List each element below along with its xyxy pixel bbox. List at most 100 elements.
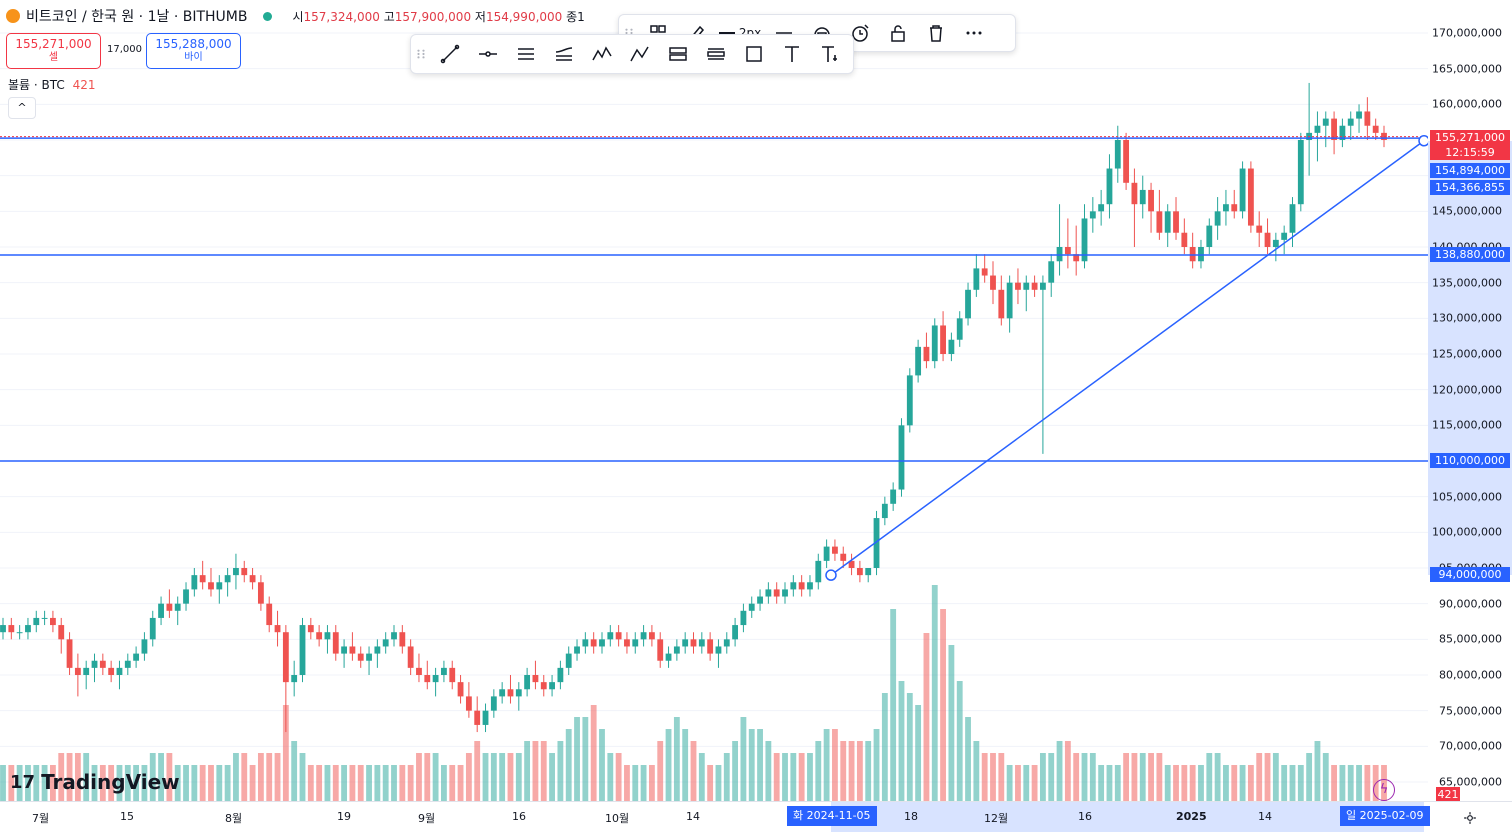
long-position-icon[interactable] <box>659 37 697 71</box>
trend-line-drawing[interactable] <box>830 140 1425 576</box>
candle-body <box>524 675 531 690</box>
rectangle-icon[interactable] <box>735 37 773 71</box>
trend-line-anchor[interactable] <box>825 569 837 581</box>
volume-bar <box>1239 765 1246 801</box>
candle-body <box>1189 247 1196 262</box>
xabcd-pattern-icon[interactable] <box>583 37 621 71</box>
parallel-channel-icon[interactable] <box>507 37 545 71</box>
time-tick: 14 <box>686 810 700 823</box>
volume-bar <box>8 765 15 801</box>
candle-body <box>540 682 547 690</box>
time-tick: 19 <box>337 810 351 823</box>
volume-bar <box>1331 765 1337 801</box>
fib-retracement-icon[interactable] <box>545 37 583 71</box>
price-label-line4: 110,000,000 <box>1430 453 1510 468</box>
volume-bar <box>41 765 48 801</box>
chart-pane[interactable] <box>0 0 1428 801</box>
time-tick: 14 <box>1258 810 1272 823</box>
trend-line-anchor[interactable] <box>1418 135 1428 147</box>
candle-body <box>166 603 173 611</box>
candle-body <box>1073 254 1080 262</box>
candle-body <box>1339 125 1346 140</box>
volume-bar <box>1181 765 1188 801</box>
trash-icon[interactable] <box>917 16 955 50</box>
volume-bar <box>1081 753 1088 801</box>
short-position-icon[interactable] <box>697 37 735 71</box>
candle-body <box>158 603 164 618</box>
lightning-icon[interactable]: ϟ <box>1373 779 1395 801</box>
alert-add-icon[interactable] <box>841 16 879 50</box>
time-range-highlight <box>831 802 1424 832</box>
volume-bar <box>199 765 206 801</box>
volume-bar <box>740 717 747 801</box>
volume-bar <box>1281 765 1288 801</box>
line-style-icon[interactable] <box>765 16 803 50</box>
volume-bar <box>282 705 289 801</box>
collapse-legend-button[interactable]: ^ <box>8 97 36 119</box>
volume-bar <box>890 609 897 801</box>
candle-body <box>790 582 797 590</box>
settings-gear-icon[interactable] <box>1463 811 1477 825</box>
volume-bar <box>332 765 339 801</box>
volume-bar <box>1056 741 1063 801</box>
volume-bar <box>407 765 414 801</box>
drag-handle-icon[interactable] <box>411 37 431 71</box>
volume-bar <box>324 765 331 801</box>
candle-body <box>515 689 522 697</box>
volume-bar <box>291 741 298 801</box>
volume-bar <box>1264 753 1271 801</box>
candle-body <box>981 268 988 276</box>
time-label-highlight_end: 일 2025-02-09 <box>1340 806 1430 826</box>
volume-bar <box>823 729 830 801</box>
candle-body <box>108 667 115 675</box>
candle-body <box>723 639 730 647</box>
candle-body <box>490 696 497 711</box>
drawings <box>0 135 1428 581</box>
tradingview-logo[interactable]: 𝟭𝟳 TradingView <box>10 770 180 794</box>
candle-body <box>582 639 589 647</box>
price-chart[interactable] <box>0 0 1428 801</box>
symbol-title[interactable]: 비트코인 / 한국 원 · 1날 · BITHUMB <box>26 9 248 25</box>
time-tick: 16 <box>512 810 526 823</box>
candle-body <box>848 560 855 568</box>
abcd-pattern-icon[interactable] <box>621 37 659 71</box>
time-tick: 12월 <box>984 812 1009 825</box>
volume-bar <box>965 717 971 801</box>
candle-body <box>665 653 672 661</box>
candle-body <box>1281 232 1288 240</box>
price-axis[interactable]: 170,000,000 165,000,000 160,000,000 145,000… <box>1428 0 1512 802</box>
volume-bar <box>1164 765 1171 801</box>
more-icon[interactable] <box>955 16 993 50</box>
volume-bar <box>25 765 31 801</box>
volume-bar <box>191 765 198 801</box>
time-axis[interactable]: 7월 15 8월 19 9월 16 10월 14 18 12월 16 2025 14 화 2024-11-… <box>0 801 1512 833</box>
candle-body <box>1198 247 1204 262</box>
buy-button[interactable]: 155,288,000 바이 <box>146 33 241 69</box>
trend-line-icon[interactable] <box>431 37 469 71</box>
candle-body <box>1156 211 1163 233</box>
volume-bars <box>0 585 1387 801</box>
candle-body <box>1223 204 1229 212</box>
candle-body <box>773 589 780 597</box>
sell-button[interactable]: 155,271,000 셀 <box>6 33 101 69</box>
candle-body <box>424 675 431 683</box>
volume-bar <box>599 729 605 801</box>
volume-bar <box>923 633 930 801</box>
template-icon[interactable] <box>639 16 677 50</box>
volume-bar <box>873 729 880 801</box>
candle-body <box>416 667 422 675</box>
volume-legend[interactable]: 볼륨 · BTC 421 <box>8 76 96 93</box>
time-tick: 9월 <box>418 812 436 825</box>
horizontal-ray-icon[interactable] <box>469 37 507 71</box>
anchored-text-icon[interactable] <box>811 37 849 71</box>
lock-icon[interactable] <box>879 16 917 50</box>
candle-body <box>1372 125 1379 133</box>
candle-body <box>615 632 622 640</box>
volume-bar <box>108 765 115 801</box>
text-icon[interactable] <box>773 37 811 71</box>
volume-bar <box>998 753 1005 801</box>
volume-bar <box>1139 753 1146 801</box>
volume-bar <box>1356 765 1362 801</box>
volume-bar <box>1206 753 1213 801</box>
candle-body <box>399 632 406 647</box>
